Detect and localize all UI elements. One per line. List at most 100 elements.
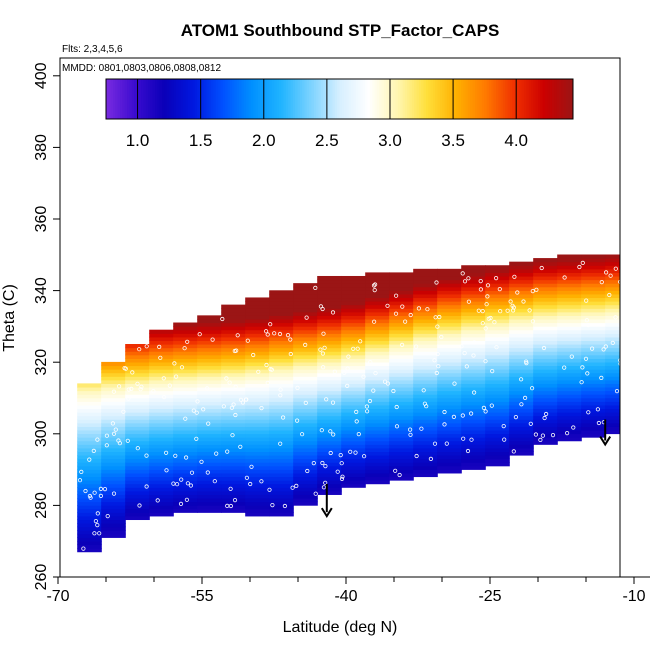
heat-cell xyxy=(245,437,270,442)
colorbar-segment xyxy=(547,79,551,119)
heat-cell xyxy=(461,386,486,392)
sample-point xyxy=(400,304,405,309)
heat-cell xyxy=(461,444,486,449)
heat-cell xyxy=(221,386,246,392)
heat-cell xyxy=(197,472,222,478)
heat-cell xyxy=(317,480,342,485)
heat-cell xyxy=(389,419,414,424)
heat-cell xyxy=(317,412,342,417)
heat-cell xyxy=(269,379,294,384)
heat-cell xyxy=(461,361,486,367)
heat-cell xyxy=(605,315,620,320)
heat-cell xyxy=(461,429,486,435)
heat-cell xyxy=(437,290,462,295)
heat-cell xyxy=(269,497,294,503)
heat-cell xyxy=(341,444,366,449)
heat-cell xyxy=(245,469,270,474)
heat-cell xyxy=(341,408,366,413)
colorbar-segment xyxy=(355,79,359,119)
heat-cell xyxy=(77,523,102,528)
sample-point xyxy=(267,487,272,492)
heat-cell xyxy=(437,340,462,345)
sample-point xyxy=(233,384,238,389)
sample-point xyxy=(225,503,230,508)
sample-point xyxy=(122,365,127,371)
heat-cell xyxy=(245,412,270,417)
heat-cell xyxy=(365,451,390,456)
sample-point xyxy=(527,308,532,313)
heat-cell xyxy=(581,315,606,320)
heat-cell xyxy=(461,340,486,345)
heat-cell xyxy=(293,361,318,367)
heat-cell xyxy=(437,351,462,356)
heat-cell xyxy=(629,344,650,348)
heat-cell xyxy=(125,465,150,470)
sample-point xyxy=(318,304,323,309)
sample-point xyxy=(361,454,367,459)
sample-point xyxy=(480,321,485,326)
heat-cell xyxy=(413,279,438,284)
heat-cell xyxy=(413,329,438,334)
colorbar-segment xyxy=(568,79,572,119)
heat-cell xyxy=(485,369,510,374)
heat-cell xyxy=(269,290,294,295)
heat-cell xyxy=(581,279,606,284)
sample-point xyxy=(584,318,590,323)
colorbar-segment xyxy=(243,79,247,119)
heat-cell xyxy=(341,311,366,316)
heat-cell xyxy=(581,394,606,399)
heat-cell xyxy=(341,344,366,349)
heat-cell xyxy=(317,318,342,324)
sample-point xyxy=(493,275,499,281)
sample-point xyxy=(539,265,544,271)
heat-cell xyxy=(509,340,534,345)
heat-cell xyxy=(533,272,558,277)
heat-cell xyxy=(389,408,414,413)
sample-point xyxy=(191,408,196,413)
heat-cell xyxy=(605,301,620,306)
heat-cell xyxy=(341,458,366,463)
sample-point xyxy=(442,409,447,415)
heat-cell xyxy=(557,315,582,320)
heat-cell xyxy=(605,275,620,281)
heat-cell xyxy=(365,347,390,352)
heat-cell xyxy=(581,268,606,273)
heat-cell xyxy=(77,476,102,481)
heat-cell xyxy=(293,440,318,445)
y-tick-label: 340 xyxy=(33,277,50,304)
heat-cell xyxy=(269,329,294,334)
sample-point xyxy=(513,414,519,420)
heat-cell xyxy=(77,533,102,538)
colorbar-segment xyxy=(246,79,249,119)
colorbar-segment xyxy=(285,79,289,119)
sample-point xyxy=(305,468,310,474)
heat-cell xyxy=(437,275,462,281)
heat-cell xyxy=(581,304,606,309)
sample-point xyxy=(462,279,468,284)
heat-cell xyxy=(293,318,318,324)
sample-point xyxy=(422,401,427,406)
heat-cell xyxy=(365,279,390,284)
sample-point xyxy=(613,266,618,271)
heat-cell xyxy=(437,390,462,395)
heat-cell xyxy=(629,419,650,423)
heat-cell xyxy=(581,354,606,359)
heat-cell xyxy=(557,433,582,438)
heat-cell xyxy=(509,261,534,266)
sample-point xyxy=(179,365,185,370)
colorbar-segment xyxy=(164,79,168,119)
sample-point xyxy=(339,476,345,481)
heat-cell xyxy=(149,505,174,510)
sample-point xyxy=(451,414,456,419)
heat-cell xyxy=(629,290,650,294)
colorbar-segment xyxy=(141,79,144,119)
heat-cell xyxy=(317,297,342,302)
heat-cell xyxy=(317,301,342,306)
heat-cell xyxy=(389,365,414,370)
heat-cell xyxy=(293,426,318,431)
heat-cell xyxy=(341,469,366,474)
heat-cell xyxy=(125,394,150,399)
colorbar-segment xyxy=(297,79,301,119)
heat-cell xyxy=(413,390,438,395)
heat-cell xyxy=(221,401,246,406)
